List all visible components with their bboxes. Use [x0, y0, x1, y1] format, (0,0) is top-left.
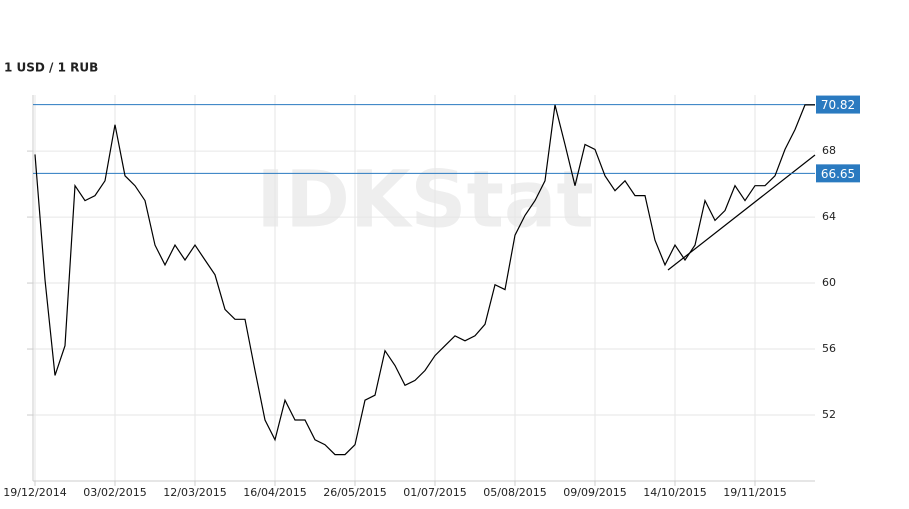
y-tick-label: 60 — [822, 276, 836, 289]
trend-line — [667, 154, 816, 271]
y-tick-label: 64 — [822, 210, 836, 223]
x-tick-label: 14/10/2015 — [643, 486, 706, 499]
chart-title: 1 USD / 1 RUB — [4, 61, 98, 75]
watermark: IDKStat — [256, 155, 594, 245]
y-tick-label: 56 — [822, 342, 836, 355]
x-tick-label: 26/05/2015 — [323, 486, 386, 499]
price-line — [34, 104, 815, 456]
x-tick-label: 01/07/2015 — [403, 486, 466, 499]
x-tick-label: 12/03/2015 — [163, 486, 226, 499]
x-tick-label: 16/04/2015 — [243, 486, 306, 499]
x-tick-label: 05/08/2015 — [483, 486, 546, 499]
level-label: 70.82 — [821, 98, 855, 112]
x-tick-label: 19/12/2014 — [3, 486, 66, 499]
x-tick-label: 09/09/2015 — [563, 486, 626, 499]
level-label-box — [816, 164, 860, 183]
y-tick-label: 52 — [822, 408, 836, 421]
x-tick-label: 03/02/2015 — [83, 486, 146, 499]
y-tick-label: 68 — [822, 144, 836, 157]
level-label: 66.65 — [821, 167, 855, 181]
level-label-box — [816, 95, 860, 114]
x-tick-label: 19/11/2015 — [723, 486, 786, 499]
